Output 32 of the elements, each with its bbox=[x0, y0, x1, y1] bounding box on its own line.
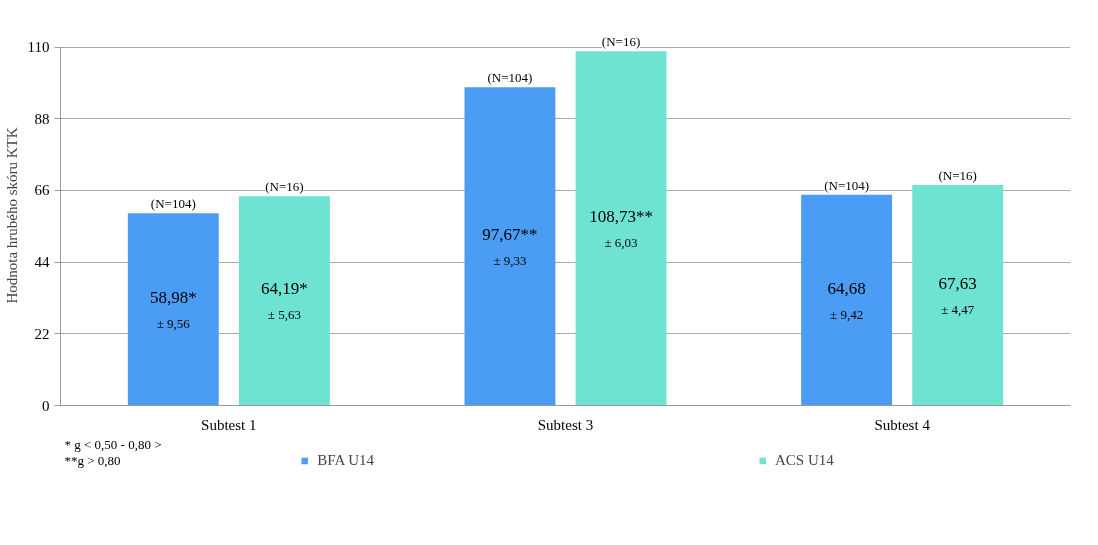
annotation: (N=104) bbox=[487, 70, 533, 86]
legend-label: BFA U14 bbox=[317, 451, 375, 469]
data-label: 108,73** ± 6,03 bbox=[589, 206, 653, 250]
y-tick-label: 44 bbox=[34, 254, 50, 271]
legend-label: ACS U14 bbox=[775, 451, 834, 469]
annotation: (N=16) bbox=[265, 179, 304, 195]
y-tick-label: 0 bbox=[42, 397, 50, 414]
data-label: 97,67** ± 9,33 bbox=[482, 224, 538, 268]
data-label: 67,63 ± 4,47 bbox=[938, 273, 977, 317]
bar bbox=[464, 87, 556, 406]
y-tick-label: 66 bbox=[34, 182, 50, 199]
bar bbox=[801, 194, 893, 406]
x-tick-label: Subtest 1 bbox=[201, 416, 257, 433]
data-label: 64,68 ± 9,42 bbox=[827, 278, 866, 322]
y-tick-label: 110 bbox=[27, 39, 50, 56]
text: **g > 0,80 bbox=[64, 452, 121, 468]
x-tick-label: Subtest 3 bbox=[537, 416, 594, 433]
y-axis-title: Hodnota hrubého skóru KTK bbox=[3, 127, 20, 304]
bar bbox=[127, 213, 219, 406]
annotation: (N=16) bbox=[938, 168, 977, 184]
annotation: (N=16) bbox=[601, 34, 641, 50]
annotation: (N=104) bbox=[824, 177, 870, 193]
bar bbox=[575, 51, 667, 406]
annotation: (N=104) bbox=[150, 196, 196, 212]
y-tick-label: 88 bbox=[34, 110, 50, 127]
x-tick-label: Subtest 4 bbox=[874, 416, 931, 433]
bar bbox=[238, 196, 330, 406]
text: * g < 0,50 - 0,80 > bbox=[64, 436, 162, 452]
bar bbox=[912, 185, 1004, 406]
y-tick-label: 22 bbox=[34, 325, 50, 342]
data-label: 58,98* ± 9,56 bbox=[149, 287, 197, 331]
data-label: 64,19* ± 5,63 bbox=[261, 279, 308, 323]
